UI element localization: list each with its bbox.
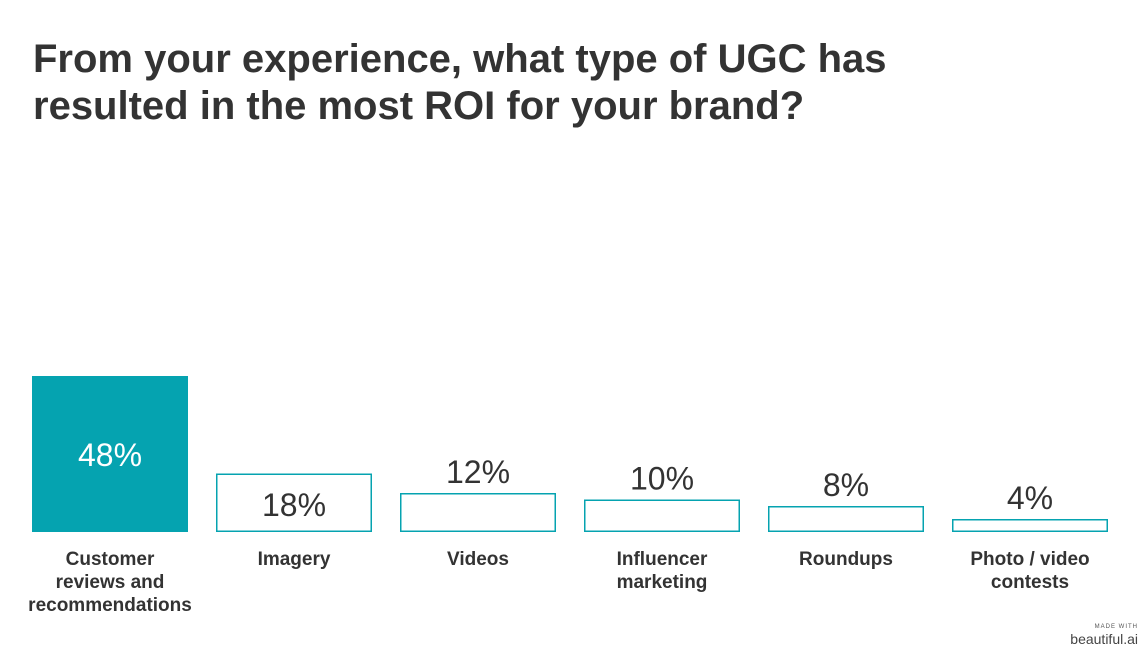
bar [400,493,556,532]
watermark-brand: beautiful.ai [1070,631,1138,647]
data-label: 10% [630,461,694,497]
bar [32,376,188,532]
watermark-made-with: MADE WITH [1094,624,1138,630]
category-label: Influencer marketing [617,549,708,593]
bar [768,506,924,532]
category-label: Videos [447,549,509,570]
bar [584,499,740,532]
category-label: Customer reviews and recommendations [28,549,192,616]
category-label: Photo / video contests [970,549,1089,593]
category-label: Imagery [258,549,331,570]
chart-title: From your experience, what type of UGC h… [33,37,887,128]
made-with-watermark[interactable]: MADE WITH beautiful.ai [1070,623,1138,647]
data-label: 18% [262,487,326,523]
data-label: 8% [823,467,869,503]
category-label: Roundups [799,549,893,570]
data-label: 12% [446,454,510,490]
data-label: 4% [1007,480,1053,516]
data-label: 48% [78,437,142,473]
bar [216,473,372,532]
bar [952,519,1108,532]
